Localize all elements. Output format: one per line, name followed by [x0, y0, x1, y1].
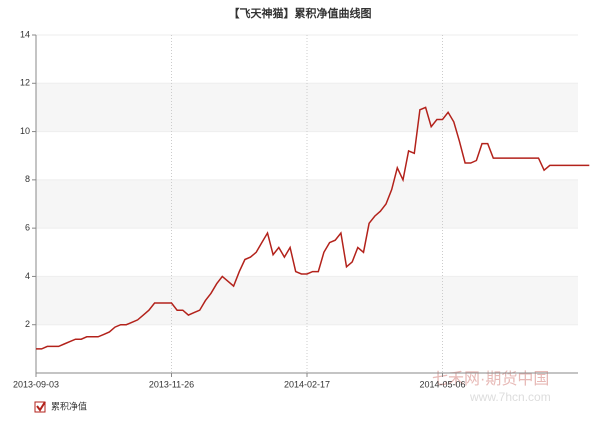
chart-title: 【飞天神猫】累积净值曲线图: [229, 6, 372, 20]
y-tick-label: 2: [25, 319, 30, 329]
y-tick-label: 4: [25, 271, 30, 281]
legend-check: [36, 401, 46, 412]
line: [36, 106, 590, 350]
x-tick-label: 2013-09-03: [13, 379, 59, 389]
watermark: 七禾网·期货中国: [432, 370, 549, 388]
legend-label: 累积净值: [51, 400, 87, 411]
y-tick-label: 12: [20, 78, 30, 88]
x-tick-label: 2014-05-06: [419, 379, 465, 389]
watermark: www.7hcn.com: [469, 390, 551, 404]
y-tick-label: 6: [25, 223, 30, 233]
y-tick-label: 10: [20, 126, 30, 136]
legend-box[interactable]: [34, 401, 46, 413]
y-tick-label: 8: [25, 174, 30, 184]
x-tick-label: 2014-02-17: [284, 379, 330, 389]
x-tick-label: 2013-11-26: [149, 379, 194, 389]
y-tick-label: 14: [20, 29, 30, 39]
